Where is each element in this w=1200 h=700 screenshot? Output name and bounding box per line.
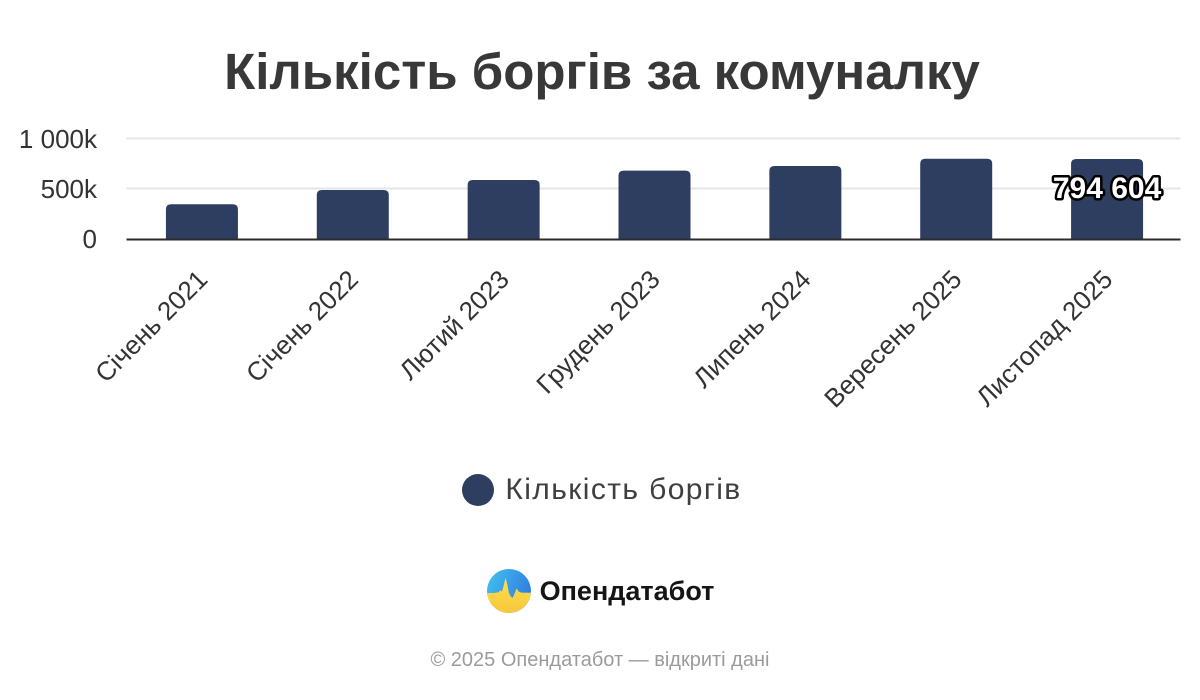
bar-2[interactable] [316, 190, 389, 239]
brand-name: Опендатабот [539, 575, 715, 606]
chart-title: Кількість боргів за комуналку [224, 43, 980, 100]
legend-item[interactable]: Кількість боргів [2, 473, 1200, 507]
bar-5[interactable] [769, 166, 842, 239]
legend-label: Кількість боргів [505, 473, 742, 506]
y-axis-tick-label: 1 000k [19, 124, 98, 154]
bar-6[interactable] [920, 158, 993, 239]
x-axis-category-label: Листопад 2025 [970, 264, 1118, 412]
x-axis-category-label: Лютий 2023 [393, 264, 515, 386]
data-label-last-point: 794 604 [1053, 172, 1162, 205]
x-axis-category-label: Січень 2022 [240, 264, 364, 388]
x-axis-category-label: Вересень 2025 [818, 264, 967, 413]
bar-1[interactable] [165, 204, 238, 239]
brand-logo: Опендатабот [0, 568, 1200, 614]
bar-7[interactable] [1071, 159, 1144, 239]
x-axis-category-label: Січень 2021 [89, 264, 213, 388]
x-axis-category-label: Липень 2024 [687, 264, 816, 393]
opendatabot-logo-icon [486, 569, 531, 613]
y-axis-tick-label: 500k [41, 174, 98, 204]
bar-4[interactable] [618, 170, 691, 239]
bar-chart: 1 000k 500k 0 Січень 2021 Січень 2022 Лютий 2… [19, 124, 1181, 413]
legend-marker-icon [462, 474, 495, 506]
y-axis-tick-label: 0 [83, 224, 97, 254]
bar-3[interactable] [467, 180, 540, 239]
x-axis-category-label: Грудень 2023 [530, 264, 665, 399]
footer-credit: © 2025 Опендатабот — відкриті дані [430, 649, 770, 671]
